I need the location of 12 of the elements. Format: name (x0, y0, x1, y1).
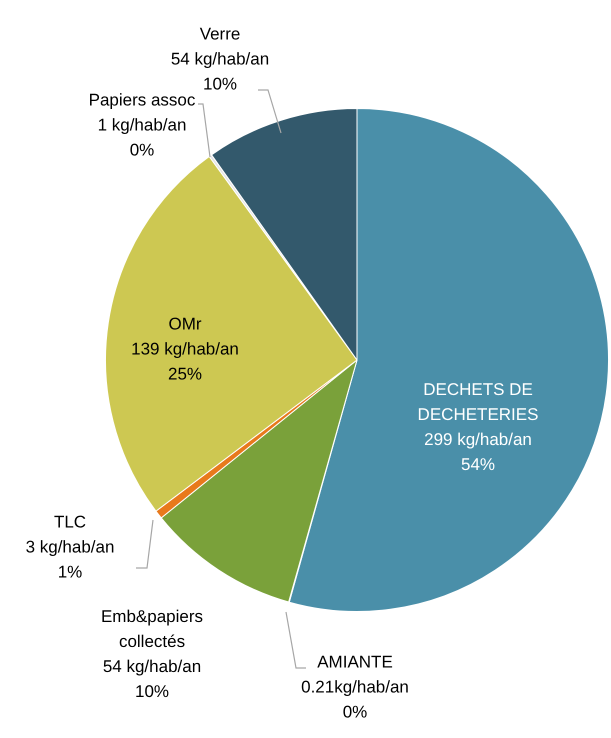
data-label: 1 kg/hab/an 0% (98, 116, 186, 160)
slice-label: Emb&papiers collectés (100, 607, 204, 652)
data-label: 3 kg/hab/an 1% (26, 538, 114, 582)
slice-label: DECHETS DE DECHETERIES (418, 380, 538, 424)
slice-label: TLC (54, 512, 86, 532)
slice-label: OMr (168, 314, 202, 334)
data-label: 299 kg/hab/an 54% (424, 430, 532, 474)
slice-label: AMIANTE (317, 652, 393, 672)
data-label: 139 kg/hab/an 25% (131, 340, 239, 384)
data-label: 0.21kg/hab/an 0% (301, 678, 409, 722)
data-label: 54 kg/hab/an 10% (102, 657, 202, 702)
slice-label: Verre (200, 24, 240, 44)
